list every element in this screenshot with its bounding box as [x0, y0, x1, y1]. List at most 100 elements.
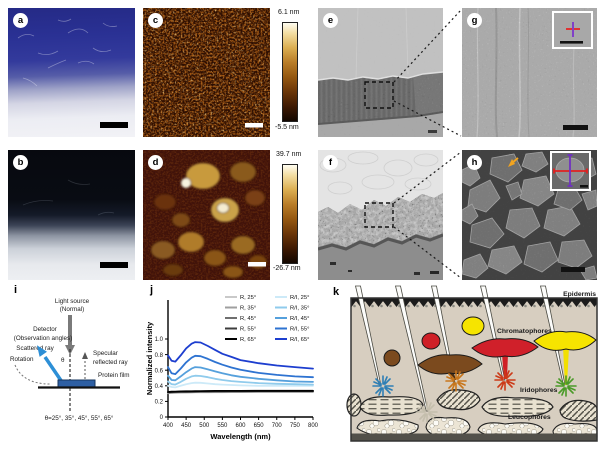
x-tick-label: 750: [290, 423, 301, 429]
legend-label: R, 45°: [240, 316, 256, 322]
scale-bar: [245, 123, 263, 128]
bottom-tissue-band: [351, 433, 597, 441]
x-tick-label: 800: [308, 423, 319, 429]
legend-label: R, 25°: [240, 295, 256, 301]
y-tick-label: 0: [160, 415, 164, 421]
colorbar-d: [282, 164, 298, 264]
inset-scale-bar: [560, 41, 583, 44]
panel-h-sem-zoom-platelets: h: [462, 150, 597, 280]
leucophores-label: Leucophores: [508, 414, 551, 421]
legend-label: R/I, 25°: [290, 295, 309, 301]
inset-afm-flat: [552, 11, 593, 49]
sem-platelet-zoom: [462, 150, 597, 280]
light-source-label-2: (Normal): [60, 306, 85, 313]
yellow-chromatophore-sphere: [461, 316, 485, 336]
scale-bar: [100, 262, 128, 268]
rotation-arc: [14, 364, 51, 385]
panel-label-g: g: [467, 13, 482, 28]
y-tick-label: 0.8: [155, 353, 164, 359]
afm-texture-blobs: [143, 150, 270, 280]
panel-c-afm-image: c: [143, 8, 270, 137]
light-source-label-1: Light source: [55, 298, 90, 305]
scale-bar: [561, 267, 585, 272]
panel-label-a: a: [13, 13, 28, 28]
specular-ray-arrowhead: [82, 352, 88, 359]
series-line: [167, 366, 314, 383]
afm-texture-fine: [143, 8, 270, 137]
inset-platelet-measurement: [550, 151, 591, 191]
panel-label-k: k: [333, 286, 340, 298]
panel-f-sem-cross-section: f: [318, 150, 443, 280]
red-chromatophore-sphere: [421, 332, 441, 350]
y-tick-label: 0.4: [155, 384, 164, 390]
series-line: [167, 389, 314, 393]
panel-i-diagram: Light source (Normal) Detector (Observat…: [10, 298, 130, 422]
epidermis-band: [351, 298, 597, 302]
purple-measure-line: [567, 154, 573, 187]
panel-label-i: i: [14, 284, 18, 296]
theta-label: θ: [61, 357, 65, 364]
legend-label: R, 35°: [240, 306, 256, 312]
orange-arrow: [508, 157, 519, 167]
series-line: [167, 374, 314, 386]
scattered-ray-label: Scattered ray: [16, 345, 54, 352]
blue-film-photo: [8, 8, 135, 137]
inset-scale-bar: [580, 185, 588, 188]
panel-e-sem-cross-section: e: [318, 8, 443, 137]
panel-label-j: j: [150, 284, 154, 296]
panel-label-f: f: [323, 155, 338, 170]
colorbar-c-min: -5.5 nm: [275, 124, 299, 131]
legend-label: R/I, 55°: [290, 327, 309, 333]
colorbar-d-min: -26.7 nm: [273, 265, 301, 272]
scale-bar: [248, 262, 266, 267]
detector-label-2: (Observation angles): [14, 335, 72, 342]
red-chromatophore-expanded: [471, 338, 539, 358]
scale-bar: [428, 130, 437, 133]
y-tick-label: 1.0: [155, 337, 164, 343]
spectra-chart: 400 450 500 550 600 650 700 750 800 0 0.2 0.4 0.6 0.8…: [145, 295, 319, 441]
film-scratches: [17, 18, 118, 87]
angle-list-label: θ=25°, 35°, 45°, 55°, 65°: [45, 414, 114, 422]
specular-label-1: Specular: [93, 350, 118, 357]
x-axis-label: Wavelength (nm): [210, 432, 271, 441]
colorbar-c: [282, 22, 298, 122]
dark-film-photo: [8, 150, 135, 280]
zoom-region-box: [364, 202, 394, 228]
brown-chromatophore-expanded: [417, 354, 483, 375]
yellow-chromatophore-expanded: [533, 330, 597, 351]
chromatophores-label: Chromatophores: [497, 328, 552, 335]
zoom-region-box: [364, 81, 394, 109]
legend-label: R, 65°: [240, 337, 256, 343]
legend-label: R, 55°: [240, 327, 256, 333]
x-tick-label: 450: [181, 423, 192, 429]
colorbar-c-max: 6.1 nm: [278, 9, 300, 16]
scale-bar: [100, 122, 128, 128]
epidermis-label: Epidermis: [563, 291, 596, 298]
x-tick-label: 400: [163, 423, 174, 429]
panel-d-afm-image: d: [143, 150, 270, 280]
series-line: [167, 381, 314, 389]
y-tick-label: 0.6: [155, 368, 164, 374]
x-tick-label: 500: [199, 423, 210, 429]
scale-bar: [430, 271, 439, 274]
scattered-ray-arrow: [43, 356, 64, 383]
panel-label-e: e: [323, 13, 338, 28]
legend-label: R/I, 35°: [290, 306, 309, 312]
panel-label-d: d: [148, 155, 163, 170]
colorbar-d-max: 39.7 nm: [276, 151, 302, 158]
rotation-label: Rotation: [10, 356, 34, 363]
iridophores-label: Iridophores: [520, 387, 558, 394]
illustration-border: [350, 297, 598, 442]
x-tick-label: 550: [217, 423, 228, 429]
sem-smooth-cross-section: [318, 8, 443, 137]
series-line: [167, 341, 314, 370]
chromatophores: [383, 316, 597, 385]
detector-label-1: Detector: [33, 326, 57, 333]
panel-k-skin-illustration: Epidermis Chromatophore: [346, 285, 598, 442]
iridophores: [346, 389, 598, 422]
protein-film-rect: [57, 379, 96, 388]
y-tick-label: 0.2: [155, 400, 164, 406]
panel-label-h: h: [467, 155, 482, 170]
sem-rough-cross-section: [318, 150, 443, 280]
